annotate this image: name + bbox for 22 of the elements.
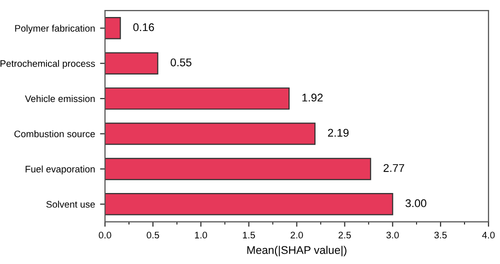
x-tick-label: 0.0 bbox=[98, 232, 112, 238]
x-axis-title: Mean(|SHAP value|) bbox=[247, 246, 346, 256]
y-tick-label: Petrochemical process bbox=[0, 60, 95, 69]
y-tick-label: Solvent use bbox=[46, 200, 95, 208]
data-label: 2.19 bbox=[328, 128, 349, 137]
x-tick-label: 4.0 bbox=[482, 232, 495, 238]
x-tick-label: 0.5 bbox=[146, 232, 160, 238]
x-tick-label: 1.5 bbox=[242, 232, 255, 238]
x-tick-label: 3.0 bbox=[386, 232, 399, 238]
y-tick-label: Polymer fabrication bbox=[15, 24, 95, 34]
data-label: 1.92 bbox=[302, 94, 323, 102]
x-tick-label: 2.0 bbox=[290, 232, 303, 238]
y-tick-label: Combustion source bbox=[14, 130, 95, 138]
data-label: 2.77 bbox=[384, 164, 404, 172]
y-tick-label: Vehicle emission bbox=[24, 95, 95, 102]
x-tick-label: 1.0 bbox=[195, 232, 208, 238]
y-tick-label: Fuel evaporation bbox=[26, 166, 95, 174]
data-label: 3.00 bbox=[406, 199, 426, 208]
data-label: 0.16 bbox=[133, 23, 154, 32]
x-tick-label: 3.5 bbox=[434, 232, 447, 238]
x-tick-label: 2.5 bbox=[338, 232, 351, 238]
data-label: 0.55 bbox=[170, 58, 192, 66]
